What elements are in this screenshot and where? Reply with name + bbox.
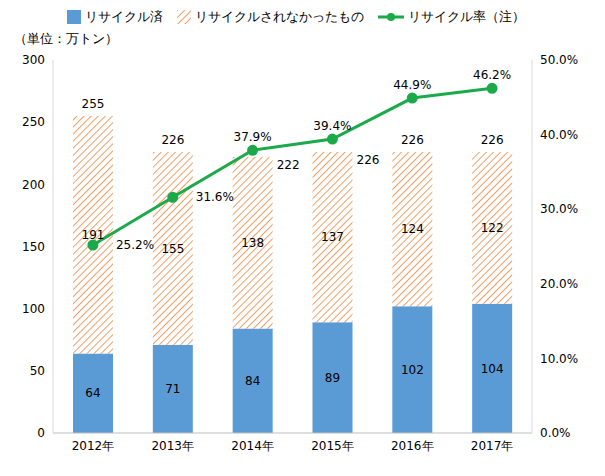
svg-text:191: 191 bbox=[82, 228, 105, 242]
svg-text:37.9%: 37.9% bbox=[234, 130, 272, 144]
svg-text:64: 64 bbox=[85, 386, 100, 400]
svg-text:102: 102 bbox=[401, 363, 424, 377]
svg-text:25.2%: 25.2% bbox=[116, 238, 154, 252]
svg-text:40.0%: 40.0% bbox=[540, 128, 578, 142]
svg-text:0.0%: 0.0% bbox=[540, 426, 571, 440]
svg-text:0: 0 bbox=[37, 426, 45, 440]
html-text:リサイクルされなかったもの: リサイクルされなかったもの bbox=[194, 9, 364, 24]
svg-text:2016年: 2016年 bbox=[391, 439, 434, 453]
svg-text:155: 155 bbox=[161, 242, 184, 256]
svg-text:10.0%: 10.0% bbox=[540, 352, 578, 366]
svg-text:50: 50 bbox=[30, 364, 45, 378]
svg-text:300: 300 bbox=[22, 53, 45, 67]
svg-text:100: 100 bbox=[22, 302, 45, 316]
svg-text:44.9%: 44.9% bbox=[393, 78, 431, 92]
svg-text:89: 89 bbox=[325, 371, 340, 385]
svg-text:250: 250 bbox=[22, 115, 45, 129]
svg-text:84: 84 bbox=[245, 374, 260, 388]
svg-text:255: 255 bbox=[82, 97, 105, 111]
svg-text:138: 138 bbox=[241, 236, 264, 250]
svg-text:104: 104 bbox=[481, 362, 504, 376]
svg-text:20.0%: 20.0% bbox=[540, 277, 578, 291]
svg-text:200: 200 bbox=[22, 178, 45, 192]
svg-text:2017年: 2017年 bbox=[471, 439, 514, 453]
svg-text:124: 124 bbox=[401, 222, 424, 236]
svg-text:50.0%: 50.0% bbox=[540, 53, 578, 67]
svg-text:31.6%: 31.6% bbox=[196, 190, 234, 204]
svg-text:2014年: 2014年 bbox=[231, 439, 274, 453]
svg-text:226: 226 bbox=[357, 153, 380, 167]
svg-text:226: 226 bbox=[481, 133, 504, 147]
svg-text:46.2%: 46.2% bbox=[473, 68, 511, 82]
svg-text:222: 222 bbox=[277, 158, 300, 172]
svg-text:226: 226 bbox=[161, 133, 184, 147]
svg-text:2012年: 2012年 bbox=[72, 439, 115, 453]
svg-text:122: 122 bbox=[481, 221, 504, 235]
svg-text:2013年: 2013年 bbox=[151, 439, 194, 453]
html-text:リサイクル済: リサイクル済 bbox=[84, 9, 163, 24]
svg-text:71: 71 bbox=[165, 382, 180, 396]
svg-text:30.0%: 30.0% bbox=[540, 202, 578, 216]
svg-text:137: 137 bbox=[321, 230, 344, 244]
svg-text:39.4%: 39.4% bbox=[313, 119, 351, 133]
svg-text:2015年: 2015年 bbox=[311, 439, 354, 453]
html-text:（単位：万トン）: （単位：万トン） bbox=[14, 31, 118, 46]
svg-text:226: 226 bbox=[401, 133, 424, 147]
svg-text:150: 150 bbox=[22, 240, 45, 254]
html-text:リサイクル率（注）: リサイクル率（注） bbox=[407, 9, 525, 24]
